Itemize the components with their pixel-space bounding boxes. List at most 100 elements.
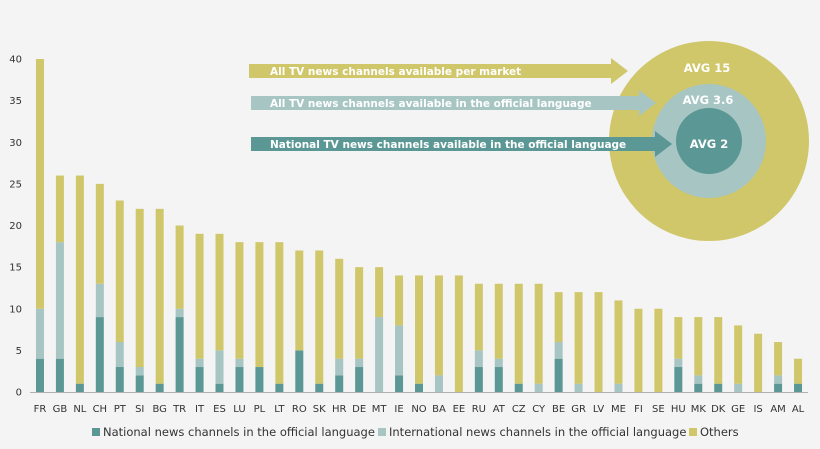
x-tick-label: IT <box>195 404 205 415</box>
bar-segment-si-s2 <box>135 208 144 368</box>
avg-circle-national <box>676 108 742 174</box>
bar-segment-pt-s1 <box>115 342 124 368</box>
x-tick-label: AM <box>770 404 785 415</box>
bar-segment-de-s1 <box>355 358 364 368</box>
bar-segment-am-s1 <box>774 375 783 384</box>
bar-segment-bg-s0 <box>155 383 164 392</box>
y-tick-label: 25 <box>9 179 22 190</box>
bar-segment-gb-s0 <box>55 358 64 392</box>
legend-label-others: Others <box>700 425 739 439</box>
bar-segment-ge-s2 <box>734 325 743 384</box>
arrow-label-national: National TV news channels available in t… <box>270 139 626 151</box>
bar-segment-fi-s2 <box>634 308 643 392</box>
bar-segment-is-s2 <box>754 333 763 392</box>
y-tick-label: 5 <box>16 346 22 357</box>
bar-segment-mk-s0 <box>694 383 703 392</box>
bar-segment-cy-s1 <box>534 383 543 392</box>
arrow-national <box>251 131 672 157</box>
x-tick-label: FI <box>634 404 643 415</box>
bar-segment-dk-s2 <box>714 317 723 384</box>
bar-segment-tr-s2 <box>175 225 184 309</box>
bar-segment-al-s0 <box>794 383 803 392</box>
x-tick-label: MT <box>372 404 388 415</box>
bar-segment-am-s2 <box>774 342 783 376</box>
x-tick-label: AT <box>493 404 506 415</box>
bar-segment-dk-s0 <box>714 383 723 392</box>
bar-segment-tr-s0 <box>175 317 184 392</box>
bar-segment-ro-s0 <box>295 350 304 392</box>
x-tick-label: CZ <box>512 404 526 415</box>
bar-segment-al-s2 <box>794 358 803 384</box>
x-tick-label: RU <box>472 404 486 415</box>
x-tick-label: ES <box>213 404 226 415</box>
y-axis: 0 5 10 15 20 25 30 35 40 <box>9 55 22 399</box>
bar-segment-ch-s0 <box>95 317 104 392</box>
y-tick-label: 30 <box>9 138 22 149</box>
bar-segment-es-s1 <box>215 350 224 384</box>
bar-segment-it-s1 <box>195 358 204 368</box>
x-tick-label: FR <box>34 404 47 415</box>
bar-segment-ge-s1 <box>734 383 743 392</box>
bar-segment-am-s0 <box>774 383 783 392</box>
legend-label-international: International news channels in the offic… <box>389 425 686 439</box>
bar-segment-ro-s2 <box>295 250 304 351</box>
bar-segment-it-s0 <box>195 367 204 392</box>
bar-segment-hu-s1 <box>674 358 683 368</box>
bar-segment-mk-s1 <box>694 375 703 384</box>
bar-segment-ru-s2 <box>474 283 483 351</box>
y-tick-label: 10 <box>9 304 22 315</box>
bar-segment-si-s1 <box>135 367 144 376</box>
bars <box>35 59 803 392</box>
bar-segment-at-s0 <box>494 367 503 392</box>
bar-segment-es-s2 <box>215 233 224 351</box>
x-tick-label: BE <box>552 404 565 415</box>
x-tick-label: HU <box>671 404 686 415</box>
y-tick-label: 0 <box>16 388 22 399</box>
avg-label-all: AVG 15 <box>684 61 730 75</box>
arrow-all-channels <box>249 58 628 84</box>
bar-segment-at-s2 <box>494 283 503 359</box>
x-tick-label: HR <box>332 404 347 415</box>
annotation-arrows: All TV news channels available per marke… <box>249 58 672 157</box>
x-tick-label: PT <box>114 404 127 415</box>
x-tick-label: DK <box>711 404 726 415</box>
bar-segment-be-s2 <box>554 292 563 343</box>
avg-label-official-language: AVG 3.6 <box>683 93 734 107</box>
bar-segment-ch-s1 <box>95 283 104 318</box>
bar-segment-pl-s0 <box>255 367 264 392</box>
bar-segment-be-s0 <box>554 358 563 392</box>
x-tick-label: DE <box>352 404 366 415</box>
bar-segment-be-s1 <box>554 342 563 359</box>
bar-segment-lt-s0 <box>275 383 284 392</box>
bar-segment-lu-s0 <box>235 367 244 392</box>
bar-segment-hr-s1 <box>335 358 344 376</box>
legend: National news channels in the official l… <box>92 425 739 439</box>
x-tick-label: TR <box>172 404 186 415</box>
x-tick-label: PL <box>254 404 266 415</box>
x-tick-label: CH <box>93 404 108 415</box>
bar-segment-bg-s2 <box>155 208 164 384</box>
legend-swatch-others <box>689 428 697 436</box>
bar-segment-cz-s0 <box>514 383 523 392</box>
x-tick-label: NL <box>73 404 86 415</box>
bar-segment-de-s0 <box>355 367 364 392</box>
x-tick-label: AL <box>792 404 805 415</box>
x-tick-label: GE <box>731 404 745 415</box>
bar-segment-pl-s2 <box>255 242 264 368</box>
bar-segment-hu-s2 <box>674 317 683 359</box>
x-tick-label: LU <box>233 404 245 415</box>
x-tick-label: BG <box>152 404 166 415</box>
bar-segment-me-s1 <box>614 383 623 392</box>
y-tick-label: 15 <box>9 263 22 274</box>
bar-segment-fr-s0 <box>35 358 44 392</box>
x-tick-label: ME <box>611 404 626 415</box>
x-tick-label: LV <box>593 404 604 415</box>
x-tick-label: IE <box>394 404 403 415</box>
bar-segment-ie-s2 <box>395 275 404 326</box>
bar-segment-me-s2 <box>614 300 623 384</box>
bar-segment-de-s2 <box>355 267 364 359</box>
bar-segment-lu-s1 <box>235 358 244 368</box>
bar-segment-hu-s0 <box>674 367 683 392</box>
y-tick-label: 20 <box>9 221 22 232</box>
bar-segment-pt-s0 <box>115 367 124 392</box>
